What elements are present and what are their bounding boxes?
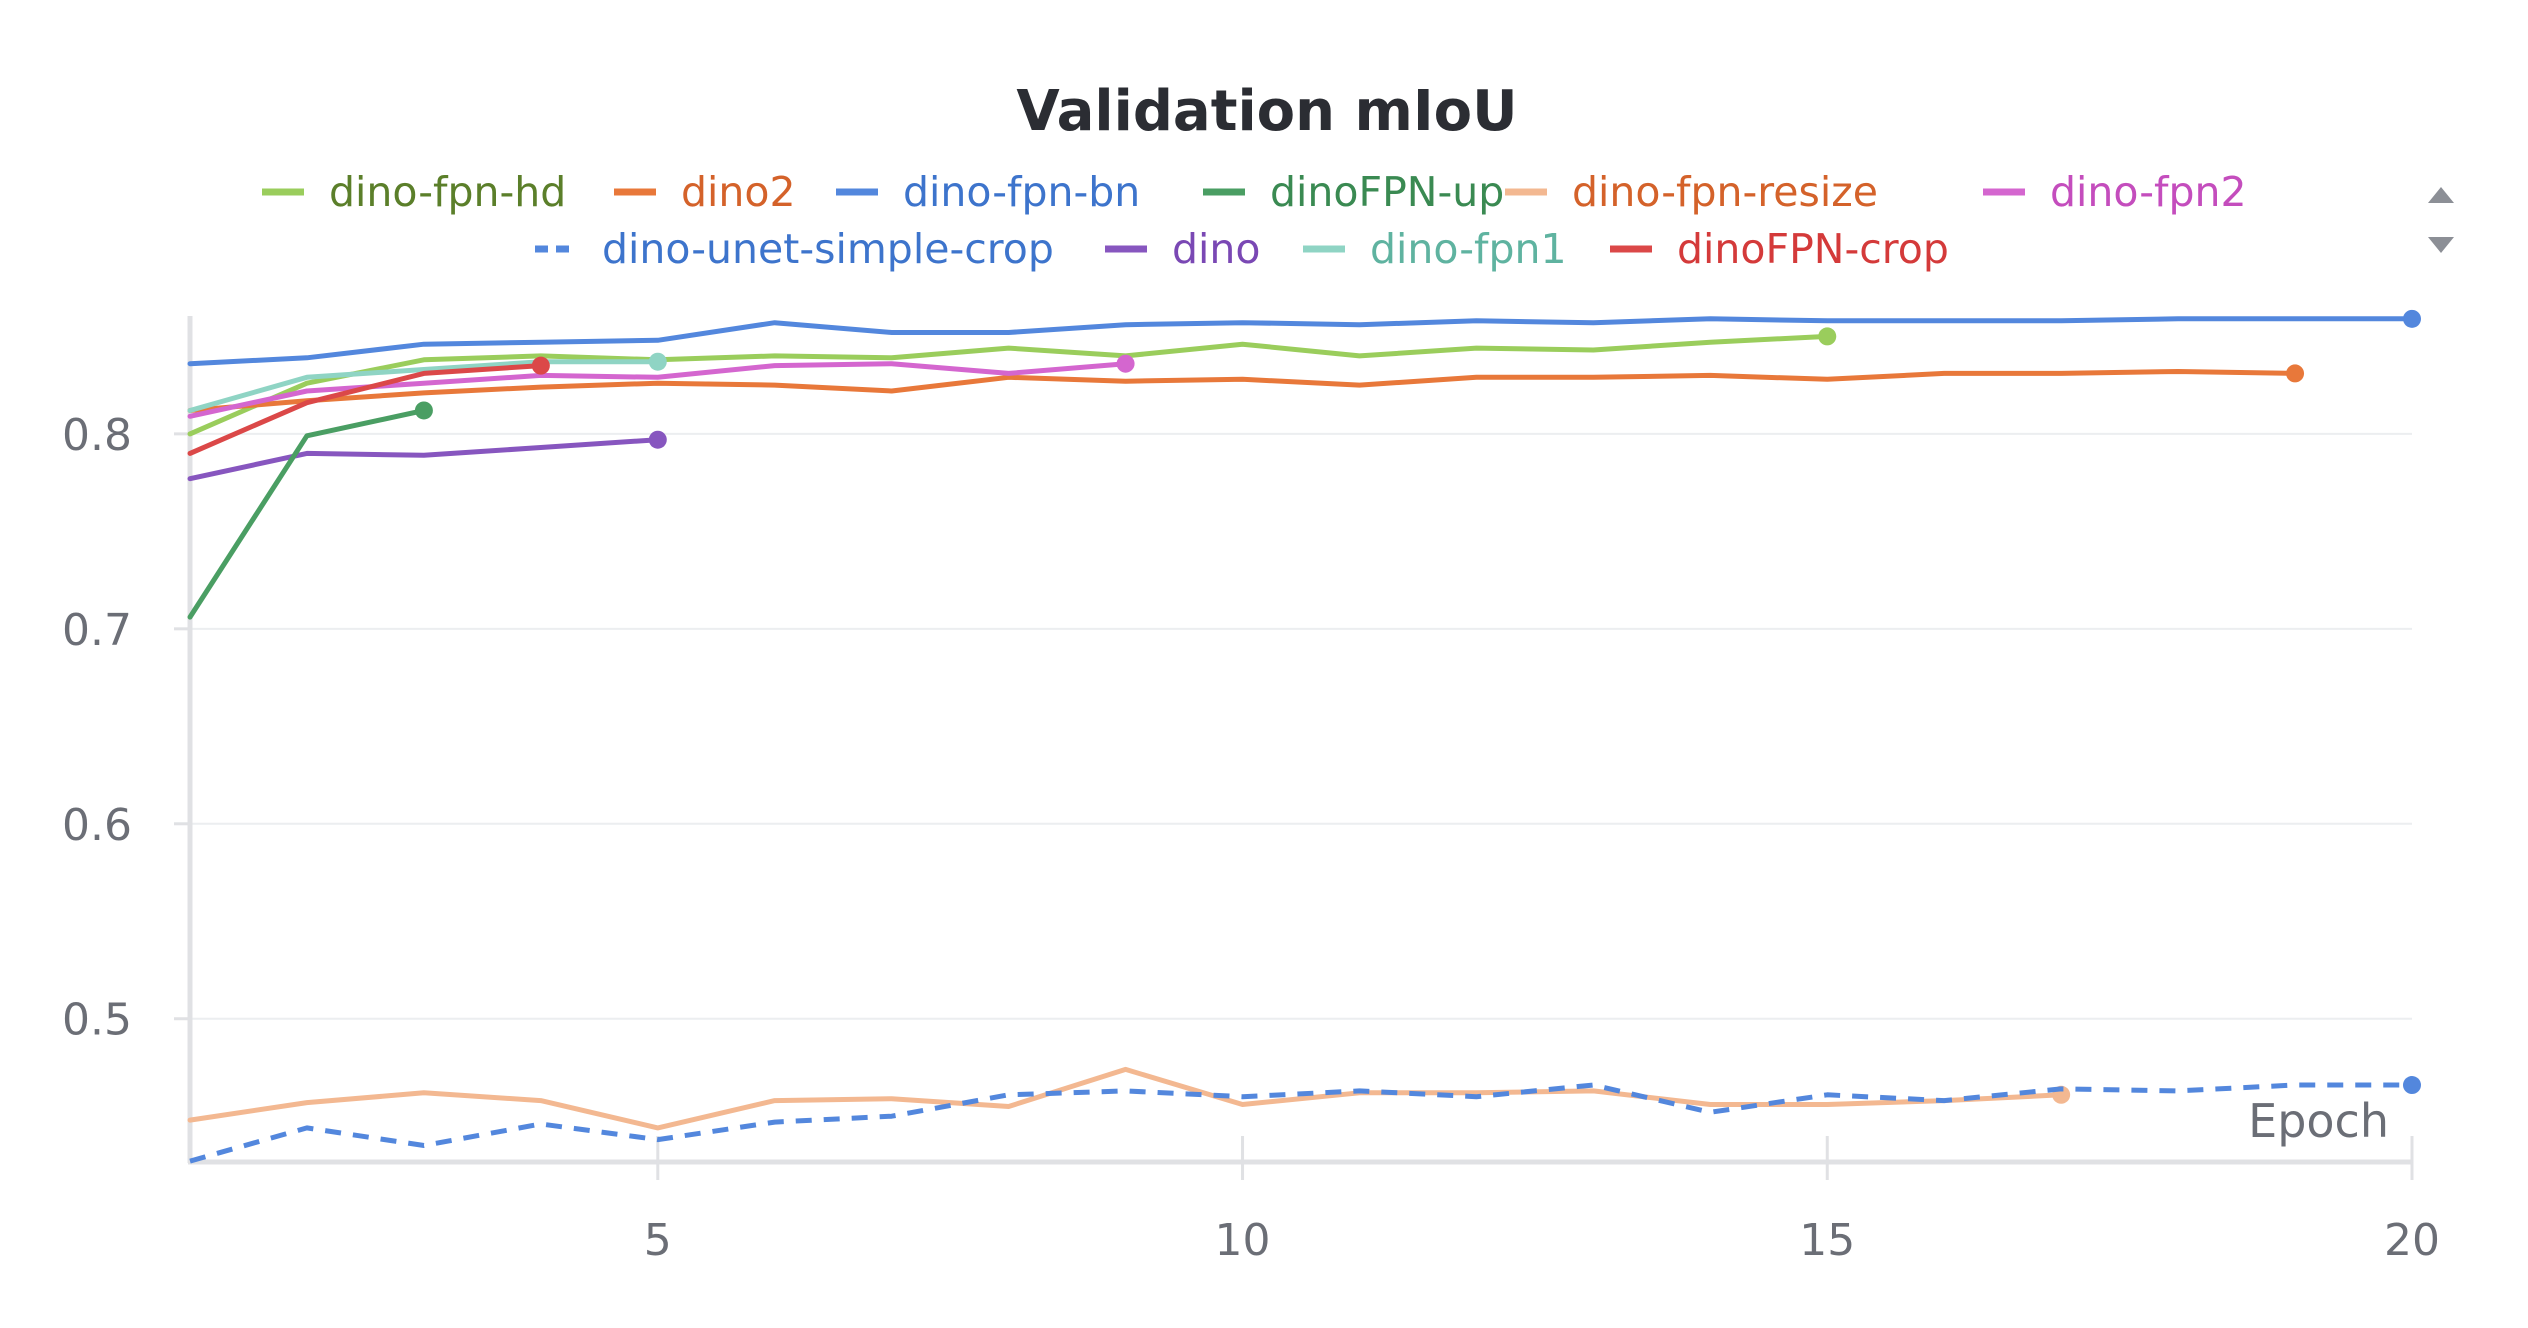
series-end-point-dino-fpn-hd[interactable] — [1818, 327, 1837, 346]
legend-item-dino-unet-simple-crop[interactable]: dino-unet-simple-crop — [535, 225, 1054, 273]
series-line-dino-fpn-resize[interactable] — [187, 1066, 2064, 1131]
series-line-dino-unet-simple-crop[interactable] — [189, 1082, 2412, 1164]
series-end-point-dinoFPN-crop[interactable] — [531, 356, 550, 375]
legend-label: dino-fpn-resize — [1572, 168, 1878, 216]
x-axis-label: Epoch — [2248, 1094, 2389, 1148]
legend-label: dino-fpn1 — [1370, 225, 1567, 273]
legend-label: dino2 — [681, 168, 796, 216]
legend-item-dino[interactable]: dino — [1105, 225, 1261, 273]
series-end-point-dino[interactable] — [648, 430, 667, 449]
legend-label: dinoFPN-crop — [1677, 225, 1949, 273]
legend-item-dino-fpn-bn[interactable]: dino-fpn-bn — [836, 168, 1140, 216]
series-line-dino-fpn-bn[interactable] — [187, 316, 2415, 367]
legend-item-dino-fpn2[interactable]: dino-fpn2 — [1983, 168, 2247, 216]
legend-label: dino-fpn-hd — [329, 168, 566, 216]
x-tick-label: 20 — [2384, 1215, 2440, 1266]
series-end-point-dino2[interactable] — [2286, 364, 2305, 383]
plot-area — [187, 309, 2421, 1164]
series-line-dinoFPN-crop[interactable] — [187, 363, 544, 456]
legend-label: dino-fpn-bn — [903, 168, 1140, 216]
series-line-dino[interactable] — [187, 437, 661, 482]
x-tick-label: 10 — [1215, 1215, 1271, 1266]
series-end-point-dino-fpn-bn[interactable] — [2403, 309, 2421, 328]
y-tick-label: 0.8 — [62, 410, 132, 461]
legend-label: dino-unet-simple-crop — [602, 225, 1054, 273]
series-line-dino-fpn-hd[interactable] — [187, 333, 1830, 437]
y-tick-label: 0.6 — [62, 800, 132, 851]
legend-item-dinoFPN-up[interactable]: dinoFPN-up — [1203, 168, 1504, 216]
legend-label: dino-fpn2 — [2050, 168, 2247, 216]
series-end-point-dino-fpn2[interactable] — [1116, 354, 1135, 373]
legend-item-dino-fpn1[interactable]: dino-fpn1 — [1303, 225, 1567, 273]
series-line-dino2[interactable] — [187, 369, 2298, 413]
scroll-down-icon[interactable] — [2428, 237, 2454, 253]
legend: dino-fpn-hd dino2 dino-fpn-bn dinoFPN-up din… — [262, 168, 2247, 273]
gridlines — [190, 432, 2412, 1020]
scroll-up-icon[interactable] — [2428, 187, 2454, 203]
y-tick-label: 0.5 — [62, 995, 132, 1046]
legend-item-dino-fpn-resize[interactable]: dino-fpn-resize — [1505, 168, 1878, 216]
series-end-point-dinoFPN-up[interactable] — [414, 401, 433, 420]
series-end-point-dino-unet-simple-crop[interactable] — [2403, 1076, 2421, 1095]
y-tick-label: 0.7 — [62, 605, 132, 656]
axes — [187, 316, 2412, 1165]
x-tick-label: 15 — [1799, 1215, 1855, 1266]
legend-item-dino2[interactable]: dino2 — [614, 168, 796, 216]
chart-title: Validation mIoU — [1016, 79, 1517, 144]
series-line-dino-fpn2[interactable] — [187, 361, 1129, 419]
legend-scroll — [2428, 187, 2454, 253]
series-line-dinoFPN-up[interactable] — [187, 408, 427, 620]
y-ticks: 0.5 0.6 0.7 0.8 — [62, 410, 190, 1046]
legend-item-dinoFPN-crop[interactable]: dinoFPN-crop — [1610, 225, 1949, 273]
series-line-dino-fpn1[interactable] — [187, 359, 661, 413]
legend-label: dino — [1172, 225, 1261, 273]
x-tick-label: 5 — [644, 1215, 672, 1266]
series-end-point-dino-fpn1[interactable] — [648, 352, 667, 371]
legend-label: dinoFPN-up — [1270, 168, 1504, 216]
legend-item-dino-fpn-hd[interactable]: dino-fpn-hd — [262, 168, 566, 216]
x-ticks: 5 10 15 20 — [644, 1136, 2440, 1266]
